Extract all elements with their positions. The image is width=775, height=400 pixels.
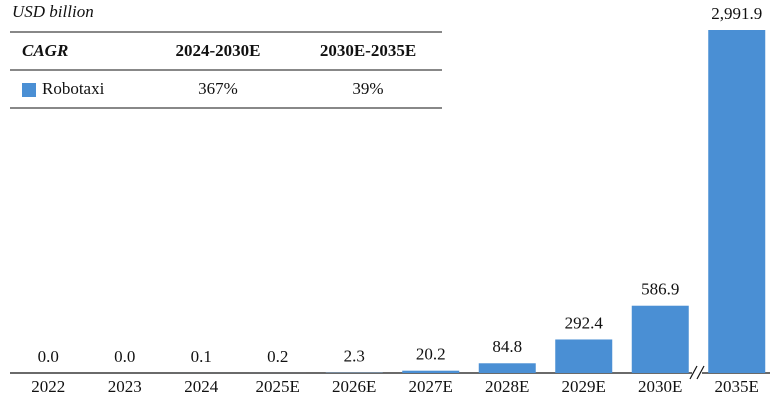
x-tick-label: 2022 xyxy=(31,377,65,396)
x-tick-label: 2029E xyxy=(562,377,606,396)
data-label: 0.1 xyxy=(191,347,212,366)
data-label: 0.0 xyxy=(38,347,59,366)
data-label: 0.0 xyxy=(114,347,135,366)
x-tick-label: 2026E xyxy=(332,377,376,396)
legend-swatch xyxy=(22,83,36,97)
table-header: 2024-2030E xyxy=(176,41,261,60)
table-cell: 39% xyxy=(352,79,383,98)
table-cell: 367% xyxy=(198,79,238,98)
data-label: 292.4 xyxy=(565,313,604,332)
table-header: CAGR xyxy=(22,41,68,60)
data-label: 2,991.9 xyxy=(711,4,762,23)
data-label: 0.2 xyxy=(267,347,288,366)
x-tick-label: 2023 xyxy=(108,377,142,396)
data-label: 84.8 xyxy=(492,337,522,356)
bar xyxy=(631,305,689,373)
x-tick-label: 2035E xyxy=(715,377,759,396)
table-header: 2030E-2035E xyxy=(320,41,416,60)
axis-break xyxy=(689,365,698,380)
data-label: 586.9 xyxy=(641,280,679,299)
x-tick-label: 2028E xyxy=(485,377,529,396)
x-tick-label: 2024 xyxy=(184,377,219,396)
y-axis-label: USD billion xyxy=(12,2,94,21)
bar xyxy=(555,339,613,373)
data-label: 20.2 xyxy=(416,345,446,364)
legend-label: Robotaxi xyxy=(42,79,105,98)
bar xyxy=(708,30,766,373)
data-label: 2.3 xyxy=(344,347,365,366)
x-tick-label: 2027E xyxy=(409,377,453,396)
bar xyxy=(478,363,536,373)
axis-break xyxy=(696,365,705,380)
bar xyxy=(402,370,460,373)
x-tick-label: 2030E xyxy=(638,377,682,396)
x-tick-label: 2025E xyxy=(256,377,300,396)
